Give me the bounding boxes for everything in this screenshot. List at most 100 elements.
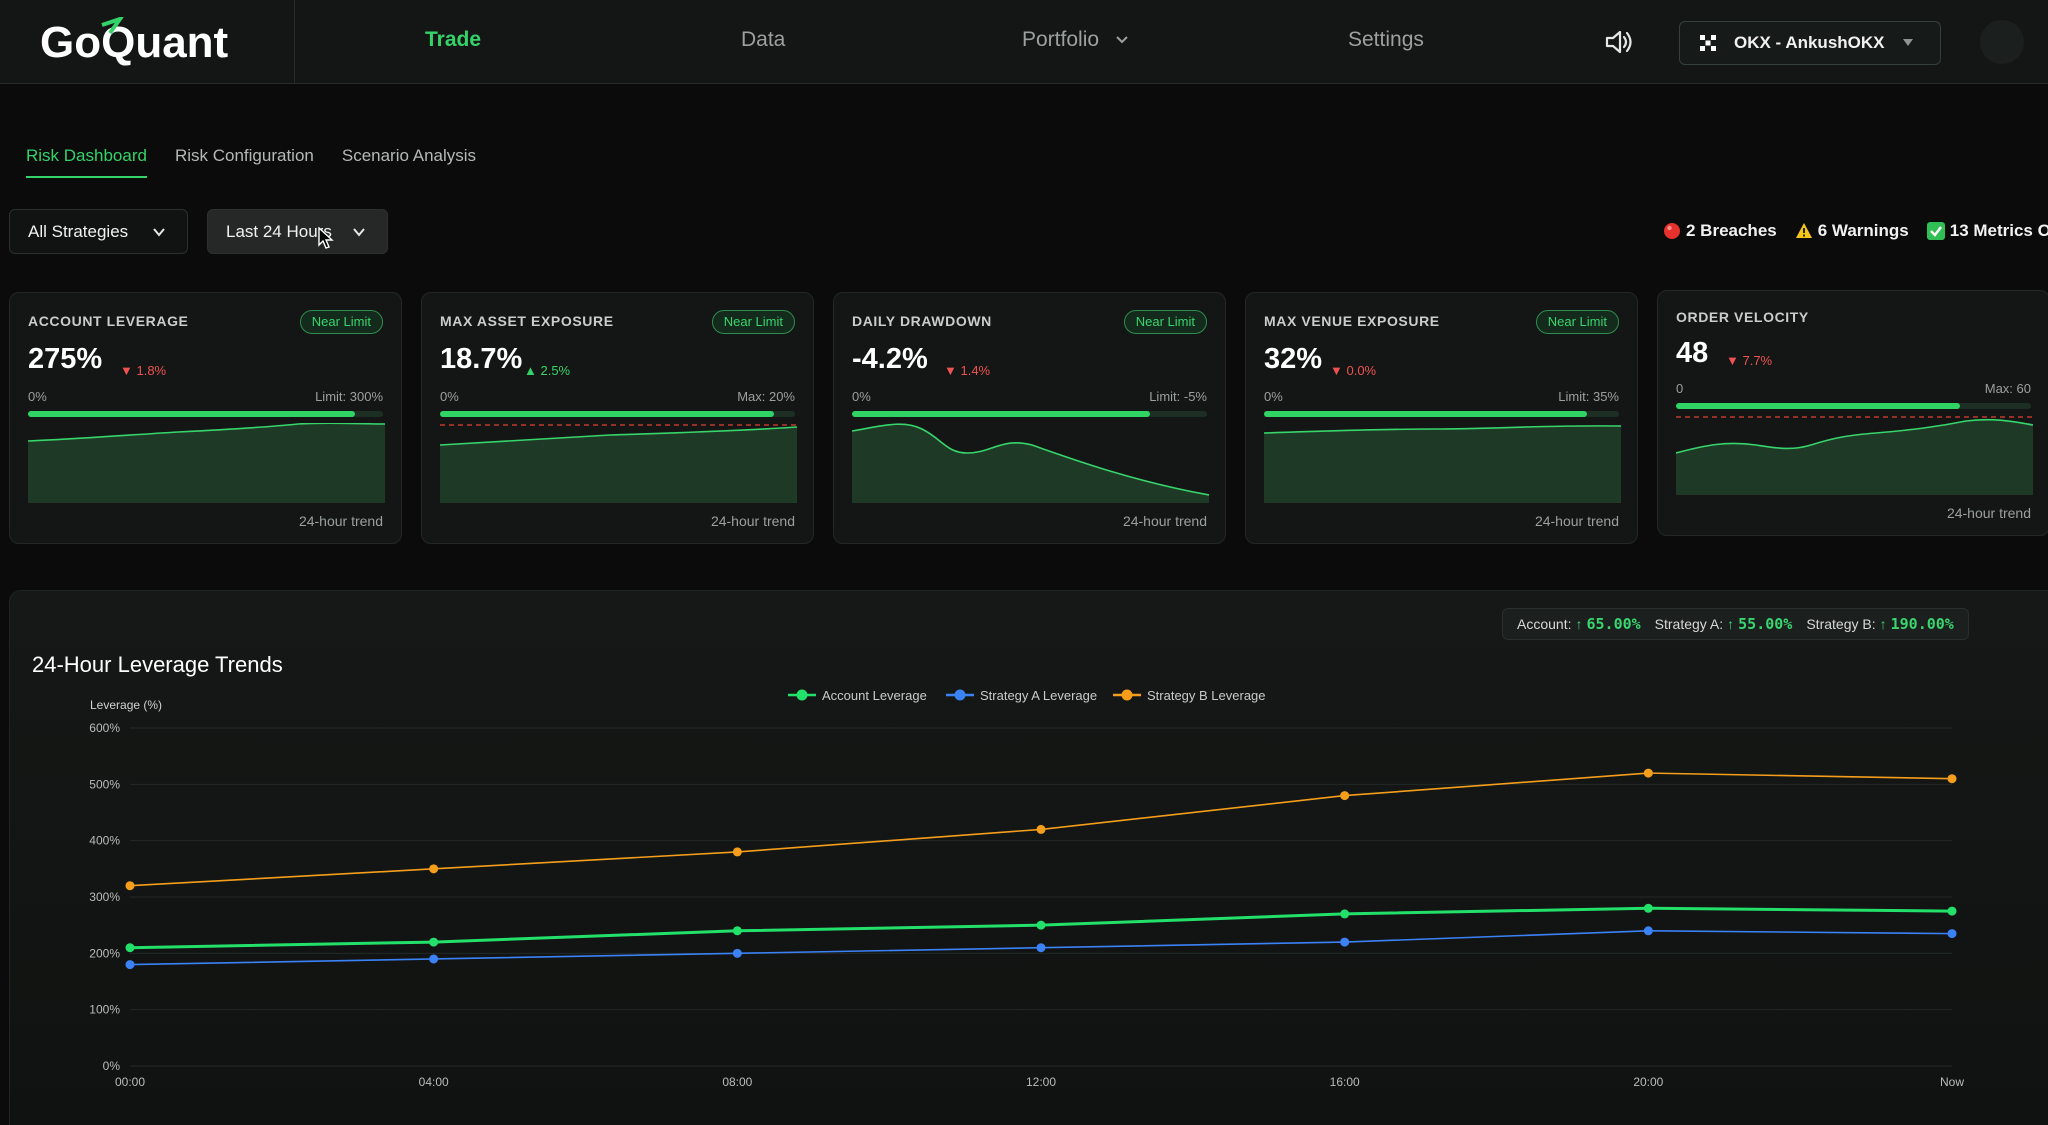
metric-card[interactable]: ACCOUNT LEVERAGE Near Limit 275% ▼ 1.8% … [9, 292, 402, 544]
data-point[interactable] [1643, 768, 1653, 778]
data-point[interactable] [125, 881, 135, 891]
data-point[interactable] [1340, 937, 1350, 947]
metric-min-label: 0% [852, 389, 871, 404]
account-selector[interactable]: OKX - AnkushOKX [1679, 21, 1941, 65]
triangle-down-icon: ▼ [1726, 353, 1743, 368]
metric-card[interactable]: MAX ASSET EXPOSURE Near Limit 18.7% ▲ 2.… [421, 292, 814, 544]
data-point[interactable] [429, 954, 439, 964]
trend-footer: 24-hour trend [1534, 513, 1619, 529]
arrow-up-icon: ↑ [1575, 616, 1583, 632]
metric-title: MAX VENUE EXPOSURE [1264, 313, 1440, 329]
data-point[interactable] [429, 864, 439, 874]
metric-progress-fill [440, 411, 774, 417]
avatar[interactable] [1980, 20, 2024, 64]
sparkline [440, 424, 797, 503]
tab-risk-configuration[interactable]: Risk Configuration [174, 146, 314, 165]
breaches-label: 2 Breaches [1686, 221, 1777, 240]
sparkline-area [852, 424, 1209, 503]
nav-data-label: Data [741, 28, 786, 51]
nav-portfolio-label: Portfolio [1022, 28, 1100, 51]
triangle-down-icon: ▼ [120, 363, 137, 378]
metric-card[interactable]: DAILY DRAWDOWN Near Limit -4.2% ▼ 1.4% 0… [833, 292, 1226, 544]
y-tick-label: 600% [89, 721, 120, 735]
strategy-dropdown-value: All Strategies [28, 221, 129, 241]
ok-status[interactable]: 13 Metrics OK [1926, 221, 2048, 241]
x-tick-label: 04:00 [419, 1075, 449, 1089]
readout-strategy-b-label: Strategy B: [1806, 616, 1876, 632]
metric-change-value: 1.8% [136, 363, 167, 378]
metric-limit-label: Limit: 35% [1558, 389, 1619, 404]
speaker-icon[interactable] [1604, 28, 1634, 56]
metric-min-label: 0 [1676, 381, 1684, 396]
metric-change: ▼ 1.4% [944, 363, 990, 378]
data-point[interactable] [1947, 929, 1957, 939]
sparkline-line [1676, 418, 2033, 454]
breaches-status[interactable]: 2 Breaches [1663, 221, 1777, 241]
nav-portfolio[interactable]: Portfolio [1022, 28, 1129, 52]
legend-label: Strategy A Leverage [980, 688, 1097, 703]
gquant-logo[interactable]: GoQuant [40, 14, 250, 70]
data-point[interactable] [429, 937, 439, 947]
near-limit-badge: Near Limit [1123, 310, 1207, 334]
metric-value: 275% [28, 343, 103, 375]
data-point[interactable] [732, 847, 742, 857]
x-tick-label: 16:00 [1330, 1075, 1360, 1089]
nav-data[interactable]: Data [741, 28, 785, 52]
metric-progress-fill [28, 411, 355, 417]
metric-progress-fill [1676, 403, 1960, 409]
check-box-icon [1926, 222, 1945, 240]
strategy-dropdown[interactable]: All Strategies [9, 209, 188, 254]
data-point[interactable] [125, 960, 135, 970]
metric-value: -4.2% [852, 343, 928, 375]
sparkline-line [1264, 425, 1621, 434]
data-point[interactable] [1036, 943, 1046, 953]
nav-trade[interactable]: Trade [425, 28, 481, 52]
y-tick-label: 200% [89, 946, 120, 960]
metric-change-value: 1.4% [960, 363, 991, 378]
x-tick-label: 08:00 [722, 1075, 752, 1089]
y-tick-label: 400% [89, 834, 120, 848]
data-point[interactable] [1643, 903, 1653, 913]
metric-progress-track [440, 411, 795, 417]
legend-item-2[interactable]: Strategy B Leverage [1113, 688, 1266, 703]
tab-scenario-analysis[interactable]: Scenario Analysis [341, 146, 477, 165]
metric-card[interactable]: MAX VENUE EXPOSURE Near Limit 32% ▼ 0.0%… [1245, 292, 1638, 544]
leverage-trends-panel [9, 590, 2048, 1125]
warnings-status[interactable]: 6 Warnings [1795, 221, 1909, 241]
sparkline [1264, 425, 1621, 503]
risk-tabs: Risk Dashboard Risk Configuration Scenar… [26, 146, 504, 178]
nav-settings[interactable]: Settings [1348, 28, 1424, 52]
data-point[interactable] [1036, 824, 1046, 834]
data-point[interactable] [1643, 926, 1653, 936]
data-point[interactable] [1036, 920, 1046, 930]
legend-label: Account Leverage [822, 688, 927, 703]
warning-icon [1795, 223, 1812, 238]
data-point[interactable] [732, 948, 742, 958]
arrow-up-icon: ↑ [1879, 616, 1887, 632]
metric-value: 32% [1264, 343, 1323, 375]
data-point[interactable] [732, 926, 742, 936]
data-point[interactable] [1947, 906, 1957, 916]
data-point[interactable] [1947, 774, 1957, 784]
metric-progress-fill [852, 411, 1151, 417]
arrow-up-icon: ↑ [1727, 616, 1735, 632]
account-label: OKX - AnkushOKX [1734, 33, 1885, 52]
legend-item-0[interactable]: Account Leverage [788, 688, 927, 703]
chevron-down-icon [1116, 36, 1128, 44]
x-tick-label: 12:00 [1026, 1075, 1056, 1089]
y-tick-label: 0% [103, 1059, 121, 1073]
metric-change: ▼ 0.0% [1330, 363, 1376, 378]
chevron-down-icon [153, 228, 165, 237]
metric-card[interactable]: ORDER VELOCITY 48 ▼ 7.7% 0 Max: 60 24-ho… [1657, 290, 2048, 536]
nav-settings-label: Settings [1348, 28, 1424, 51]
metric-limit-label: Limit: -5% [1149, 389, 1207, 404]
legend-item-1[interactable]: Strategy A Leverage [946, 688, 1097, 703]
data-point[interactable] [1340, 909, 1350, 919]
sparkline [852, 423, 1209, 503]
time-range-dropdown[interactable]: Last 24 Hours [207, 209, 388, 254]
sparkline [28, 423, 385, 503]
data-point[interactable] [1340, 791, 1350, 801]
metric-progress-fill [1264, 411, 1588, 417]
tab-risk-dashboard[interactable]: Risk Dashboard [26, 146, 147, 178]
data-point[interactable] [125, 943, 135, 953]
